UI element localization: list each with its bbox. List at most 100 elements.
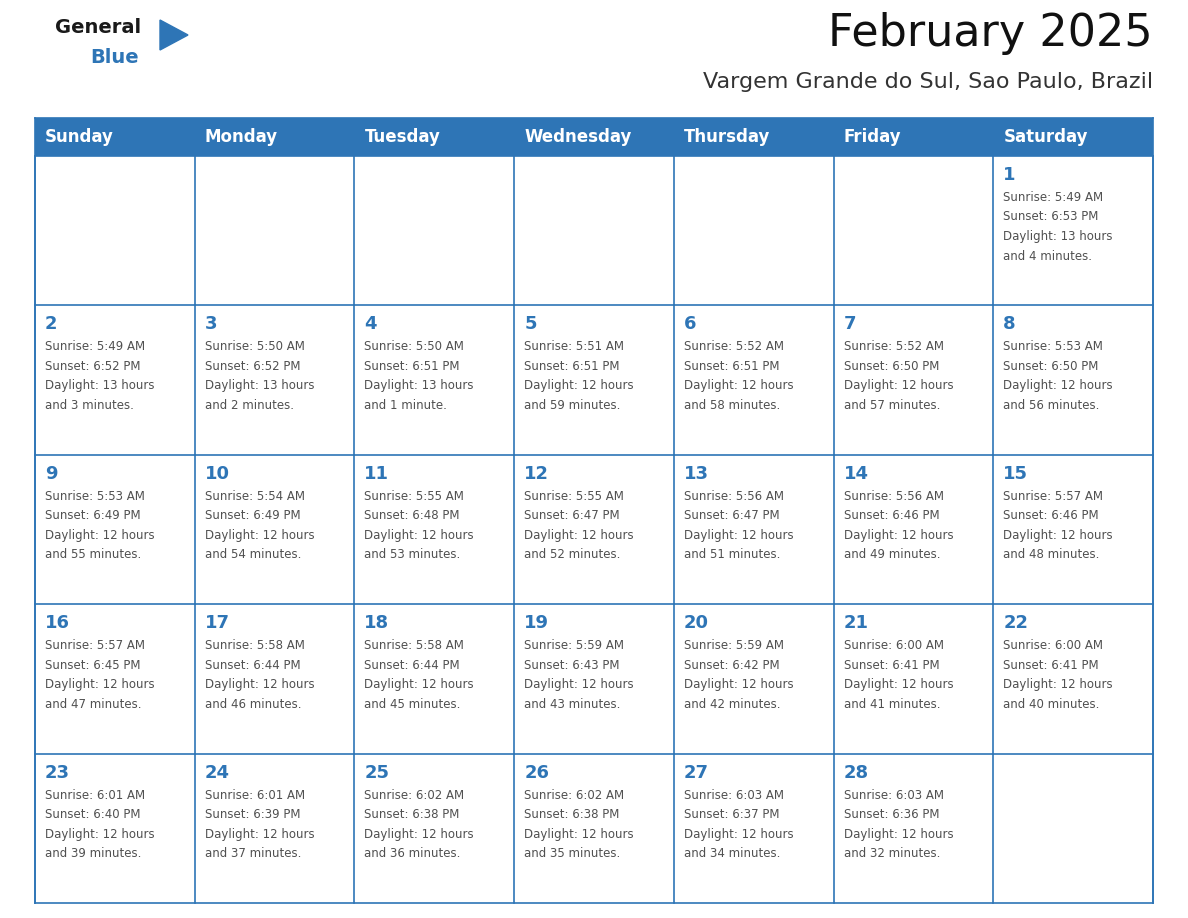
Text: and 57 minutes.: and 57 minutes. xyxy=(843,399,940,412)
Text: Sunrise: 5:54 AM: Sunrise: 5:54 AM xyxy=(204,490,304,503)
Text: Sunset: 6:51 PM: Sunset: 6:51 PM xyxy=(365,360,460,373)
Text: Daylight: 12 hours: Daylight: 12 hours xyxy=(204,828,315,841)
Bar xyxy=(34,118,1154,156)
Text: and 37 minutes.: and 37 minutes. xyxy=(204,847,301,860)
Text: Sunrise: 5:51 AM: Sunrise: 5:51 AM xyxy=(524,341,624,353)
Text: Daylight: 12 hours: Daylight: 12 hours xyxy=(365,678,474,691)
Text: Sunrise: 5:50 AM: Sunrise: 5:50 AM xyxy=(365,341,465,353)
Text: Daylight: 12 hours: Daylight: 12 hours xyxy=(45,529,154,542)
Text: 4: 4 xyxy=(365,316,377,333)
Text: Sunrise: 5:59 AM: Sunrise: 5:59 AM xyxy=(684,639,784,652)
Text: Sunrise: 6:00 AM: Sunrise: 6:00 AM xyxy=(1004,639,1104,652)
Text: and 55 minutes.: and 55 minutes. xyxy=(45,548,141,561)
Text: Sunset: 6:38 PM: Sunset: 6:38 PM xyxy=(524,808,619,821)
Text: Sunset: 6:50 PM: Sunset: 6:50 PM xyxy=(1004,360,1099,373)
Text: 12: 12 xyxy=(524,465,549,483)
Text: Sunset: 6:46 PM: Sunset: 6:46 PM xyxy=(843,509,940,522)
Text: Sunset: 6:38 PM: Sunset: 6:38 PM xyxy=(365,808,460,821)
Text: Sunset: 6:51 PM: Sunset: 6:51 PM xyxy=(684,360,779,373)
Text: Daylight: 12 hours: Daylight: 12 hours xyxy=(843,529,953,542)
Text: Wednesday: Wednesday xyxy=(524,128,632,146)
Text: and 49 minutes.: and 49 minutes. xyxy=(843,548,940,561)
Text: 20: 20 xyxy=(684,614,709,633)
Text: Sunrise: 6:03 AM: Sunrise: 6:03 AM xyxy=(684,789,784,801)
Text: and 59 minutes.: and 59 minutes. xyxy=(524,399,620,412)
Text: 15: 15 xyxy=(1004,465,1029,483)
Text: Sunrise: 5:53 AM: Sunrise: 5:53 AM xyxy=(1004,341,1104,353)
Text: Sunset: 6:42 PM: Sunset: 6:42 PM xyxy=(684,659,779,672)
Text: 6: 6 xyxy=(684,316,696,333)
Text: Sunset: 6:46 PM: Sunset: 6:46 PM xyxy=(1004,509,1099,522)
Text: Daylight: 12 hours: Daylight: 12 hours xyxy=(45,828,154,841)
Text: 7: 7 xyxy=(843,316,857,333)
Text: 10: 10 xyxy=(204,465,229,483)
Text: Sunrise: 5:57 AM: Sunrise: 5:57 AM xyxy=(45,639,145,652)
Text: Daylight: 12 hours: Daylight: 12 hours xyxy=(524,828,633,841)
Text: Sunrise: 6:01 AM: Sunrise: 6:01 AM xyxy=(45,789,145,801)
Text: Sunrise: 5:58 AM: Sunrise: 5:58 AM xyxy=(365,639,465,652)
Text: Friday: Friday xyxy=(843,128,902,146)
Text: 24: 24 xyxy=(204,764,229,781)
Text: 22: 22 xyxy=(1004,614,1029,633)
Text: Sunset: 6:47 PM: Sunset: 6:47 PM xyxy=(684,509,779,522)
Text: Monday: Monday xyxy=(204,128,278,146)
Text: 2: 2 xyxy=(45,316,57,333)
Text: and 35 minutes.: and 35 minutes. xyxy=(524,847,620,860)
Text: and 4 minutes.: and 4 minutes. xyxy=(1004,250,1092,263)
Text: and 41 minutes.: and 41 minutes. xyxy=(843,698,940,711)
Text: Daylight: 12 hours: Daylight: 12 hours xyxy=(45,678,154,691)
Text: Daylight: 12 hours: Daylight: 12 hours xyxy=(524,678,633,691)
Text: Sunset: 6:37 PM: Sunset: 6:37 PM xyxy=(684,808,779,821)
Text: Vargem Grande do Sul, Sao Paulo, Brazil: Vargem Grande do Sul, Sao Paulo, Brazil xyxy=(703,72,1154,92)
Text: Daylight: 12 hours: Daylight: 12 hours xyxy=(1004,529,1113,542)
Text: and 1 minute.: and 1 minute. xyxy=(365,399,448,412)
Text: and 46 minutes.: and 46 minutes. xyxy=(204,698,302,711)
Text: Saturday: Saturday xyxy=(1004,128,1088,146)
Text: Sunrise: 6:02 AM: Sunrise: 6:02 AM xyxy=(365,789,465,801)
Text: Sunrise: 5:49 AM: Sunrise: 5:49 AM xyxy=(45,341,145,353)
Text: and 2 minutes.: and 2 minutes. xyxy=(204,399,293,412)
Text: Sunrise: 5:56 AM: Sunrise: 5:56 AM xyxy=(843,490,943,503)
Text: February 2025: February 2025 xyxy=(828,12,1154,55)
Text: and 43 minutes.: and 43 minutes. xyxy=(524,698,620,711)
Text: Daylight: 12 hours: Daylight: 12 hours xyxy=(684,678,794,691)
Text: General: General xyxy=(55,18,141,37)
Text: 3: 3 xyxy=(204,316,217,333)
Text: 25: 25 xyxy=(365,764,390,781)
Text: Sunrise: 5:57 AM: Sunrise: 5:57 AM xyxy=(1004,490,1104,503)
Text: Sunrise: 5:53 AM: Sunrise: 5:53 AM xyxy=(45,490,145,503)
Text: Tuesday: Tuesday xyxy=(365,128,441,146)
Text: Sunset: 6:51 PM: Sunset: 6:51 PM xyxy=(524,360,620,373)
Text: 17: 17 xyxy=(204,614,229,633)
Text: and 51 minutes.: and 51 minutes. xyxy=(684,548,781,561)
Text: Sunset: 6:52 PM: Sunset: 6:52 PM xyxy=(204,360,301,373)
Text: Daylight: 12 hours: Daylight: 12 hours xyxy=(204,678,315,691)
Text: and 36 minutes.: and 36 minutes. xyxy=(365,847,461,860)
Text: 27: 27 xyxy=(684,764,709,781)
Text: Sunset: 6:53 PM: Sunset: 6:53 PM xyxy=(1004,210,1099,223)
Text: 14: 14 xyxy=(843,465,868,483)
Text: Sunset: 6:43 PM: Sunset: 6:43 PM xyxy=(524,659,620,672)
Text: Sunrise: 5:59 AM: Sunrise: 5:59 AM xyxy=(524,639,624,652)
Text: and 3 minutes.: and 3 minutes. xyxy=(45,399,134,412)
Text: 9: 9 xyxy=(45,465,57,483)
Text: 18: 18 xyxy=(365,614,390,633)
Text: Sunrise: 5:55 AM: Sunrise: 5:55 AM xyxy=(365,490,465,503)
Text: 26: 26 xyxy=(524,764,549,781)
Text: and 52 minutes.: and 52 minutes. xyxy=(524,548,620,561)
Text: Daylight: 12 hours: Daylight: 12 hours xyxy=(843,828,953,841)
Text: Daylight: 12 hours: Daylight: 12 hours xyxy=(684,379,794,392)
Text: Daylight: 12 hours: Daylight: 12 hours xyxy=(1004,678,1113,691)
Text: and 39 minutes.: and 39 minutes. xyxy=(45,847,141,860)
Text: Sunset: 6:49 PM: Sunset: 6:49 PM xyxy=(45,509,140,522)
Text: and 34 minutes.: and 34 minutes. xyxy=(684,847,781,860)
Text: Sunrise: 5:52 AM: Sunrise: 5:52 AM xyxy=(843,341,943,353)
Text: Sunset: 6:52 PM: Sunset: 6:52 PM xyxy=(45,360,140,373)
Text: and 32 minutes.: and 32 minutes. xyxy=(843,847,940,860)
Text: 28: 28 xyxy=(843,764,868,781)
Text: 21: 21 xyxy=(843,614,868,633)
Text: 5: 5 xyxy=(524,316,537,333)
Text: and 48 minutes.: and 48 minutes. xyxy=(1004,548,1100,561)
Text: Daylight: 13 hours: Daylight: 13 hours xyxy=(1004,230,1113,243)
Text: Daylight: 12 hours: Daylight: 12 hours xyxy=(843,678,953,691)
